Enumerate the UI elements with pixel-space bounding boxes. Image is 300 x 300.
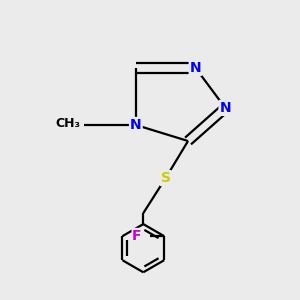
Text: F: F	[132, 229, 142, 242]
Text: N: N	[130, 118, 142, 132]
Text: S: S	[161, 171, 171, 185]
Text: N: N	[220, 101, 231, 115]
Text: N: N	[190, 61, 201, 75]
Text: CH₃: CH₃	[56, 117, 80, 130]
